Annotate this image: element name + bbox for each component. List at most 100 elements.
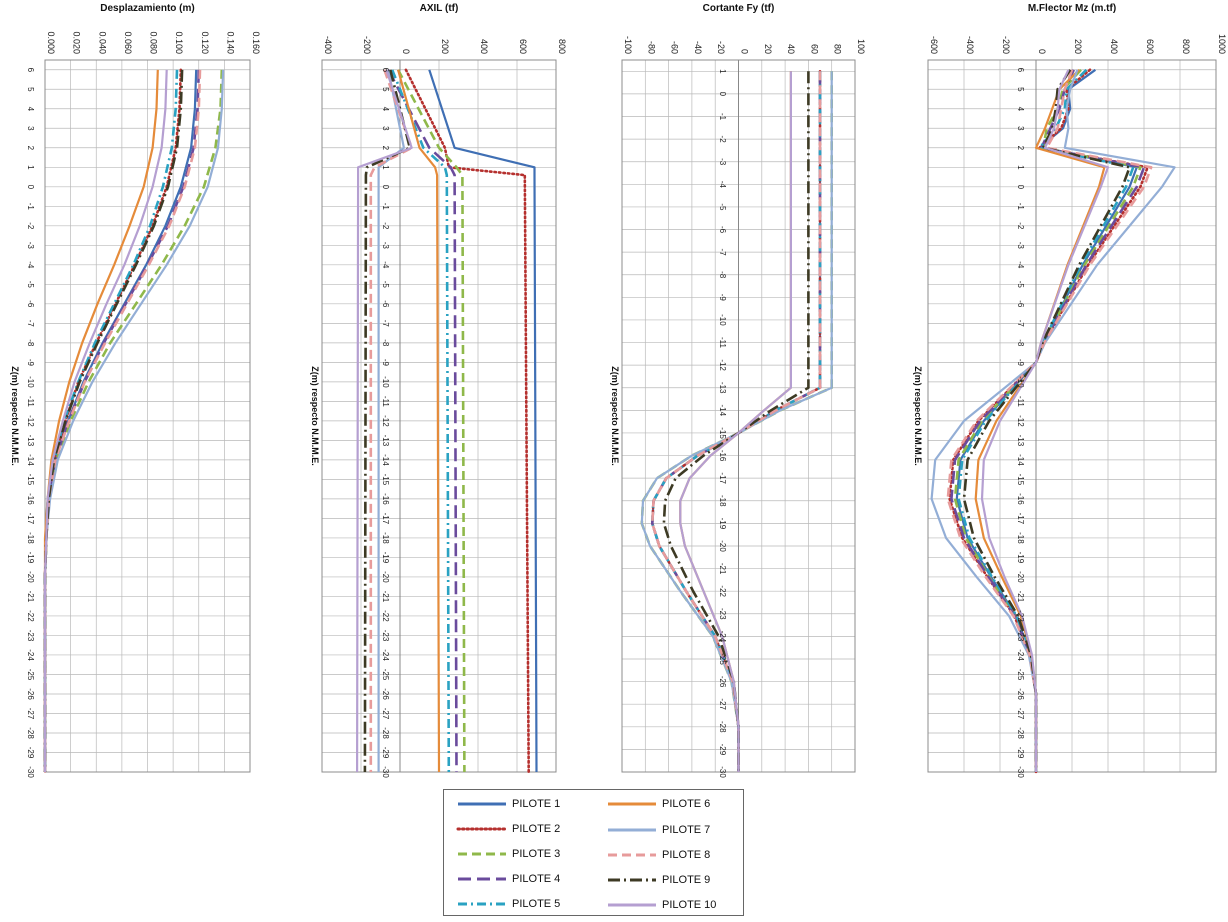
z-tick-label: -2 xyxy=(381,222,390,230)
z-tick-label: 3 xyxy=(1016,126,1025,131)
z-tick-label: -21 xyxy=(1016,591,1025,603)
legend-swatch xyxy=(606,799,658,809)
z-tick-label: -29 xyxy=(718,744,727,756)
chart-3: -100 -80 -60 -40 -20 0 20 40 60 80 100Cortante Fy … xyxy=(610,3,866,778)
x-tick-label: 0.120 xyxy=(200,31,210,54)
legend-label: PILOTE 1 xyxy=(512,798,560,810)
z-tick-label: -3 xyxy=(381,242,390,250)
x-tick-label: 0 xyxy=(1037,49,1047,54)
x-tick-label: 200 xyxy=(440,39,450,54)
x-tick-label: -200 xyxy=(362,36,372,54)
z-tick-label: 6 xyxy=(381,68,390,73)
legend-swatch xyxy=(456,849,508,859)
z-tick-label: -11 xyxy=(26,396,35,408)
z-tick-label: -15 xyxy=(381,474,390,486)
z-tick-label: -18 xyxy=(718,495,727,507)
legend: PILOTE 1 PILOTE 2 PILOTE 3 PILOTE 4 PILOTE 5… xyxy=(443,789,744,916)
z-tick-label: -7 xyxy=(26,320,35,328)
z-tick-label: -23 xyxy=(718,608,727,620)
z-axis-label: Z(m) respecto N.M.M.E. xyxy=(610,366,620,466)
x-tick-label: 0.020 xyxy=(72,31,82,54)
z-tick-label: -18 xyxy=(26,532,35,544)
z-axis-label: Z(m) respecto N.M.M.E. xyxy=(10,366,20,466)
z-tick-label: -7 xyxy=(381,320,390,328)
z-tick-label: -5 xyxy=(718,203,727,211)
z-tick-label: -18 xyxy=(1016,532,1025,544)
z-tick-label: -13 xyxy=(1016,435,1025,447)
x-tick-label: 600 xyxy=(518,39,528,54)
z-tick-label: -28 xyxy=(1016,727,1025,739)
z-tick-label: -29 xyxy=(381,747,390,759)
z-tick-label: -22 xyxy=(26,610,35,622)
z-tick-label: -5 xyxy=(26,281,35,289)
x-tick-label: -100 xyxy=(623,36,633,54)
z-tick-label: -23 xyxy=(381,630,390,642)
z-tick-label: -12 xyxy=(718,359,727,371)
z-tick-label: -30 xyxy=(1016,766,1025,778)
z-tick-label: -6 xyxy=(1016,300,1025,308)
z-tick-label: -28 xyxy=(26,727,35,739)
chart-title: AXIL (tf) xyxy=(420,3,459,14)
z-tick-label: -11 xyxy=(718,337,727,349)
z-tick-label: -14 xyxy=(381,454,390,466)
x-tick-label: -60 xyxy=(670,41,680,54)
z-tick-label: -26 xyxy=(718,676,727,688)
x-tick-label: -400 xyxy=(965,36,975,54)
z-tick-label: -3 xyxy=(1016,242,1025,250)
z-tick-label: -19 xyxy=(1016,552,1025,564)
legend-swatch xyxy=(606,850,658,860)
z-tick-label: 2 xyxy=(1016,146,1025,151)
z-tick-label: 6 xyxy=(1016,68,1025,73)
x-tick-label: 0.140 xyxy=(225,31,235,54)
z-tick-label: -19 xyxy=(718,518,727,530)
legend-item: PILOTE 5 xyxy=(456,896,560,912)
x-tick-label: 0.060 xyxy=(123,31,133,54)
legend-swatch xyxy=(606,825,658,835)
z-tick-label: 3 xyxy=(381,126,390,131)
legend-item: PILOTE 6 xyxy=(606,796,710,812)
z-tick-label: -23 xyxy=(1016,630,1025,642)
legend-swatch xyxy=(456,874,508,884)
z-tick-label: 5 xyxy=(26,87,35,92)
x-tick-label: -40 xyxy=(693,41,703,54)
z-tick-label: -30 xyxy=(381,766,390,778)
series-line xyxy=(642,71,832,772)
z-tick-label: -22 xyxy=(1016,610,1025,622)
z-tick-label: -6 xyxy=(26,300,35,308)
legend-item: PILOTE 8 xyxy=(606,847,710,863)
z-tick-label: -4 xyxy=(1016,261,1025,269)
legend-item: PILOTE 10 xyxy=(606,897,716,913)
legend-label: PILOTE 3 xyxy=(512,848,560,860)
z-tick-label: -30 xyxy=(26,766,35,778)
z-tick-label: -25 xyxy=(26,669,35,681)
z-tick-label: -3 xyxy=(718,158,727,166)
z-tick-label: -20 xyxy=(1016,571,1025,583)
z-tick-label: -17 xyxy=(718,472,727,484)
z-tick-label: -25 xyxy=(381,669,390,681)
z-tick-label: -1 xyxy=(1016,203,1025,211)
z-tick-label: 1 xyxy=(1016,165,1025,170)
legend-label: PILOTE 5 xyxy=(512,898,560,910)
z-tick-label: -8 xyxy=(718,271,727,279)
legend-item: PILOTE 1 xyxy=(456,796,560,812)
z-tick-label: -12 xyxy=(1016,415,1025,427)
x-tick-label: -600 xyxy=(929,36,939,54)
z-tick-label: -14 xyxy=(26,454,35,466)
chart-title: Desplazamiento (m) xyxy=(100,3,194,14)
z-tick-label: -16 xyxy=(718,450,727,462)
z-tick-label: -1 xyxy=(718,113,727,121)
x-tick-label: -400 xyxy=(323,36,333,54)
z-tick-label: -2 xyxy=(1016,222,1025,230)
z-tick-label: -8 xyxy=(381,339,390,347)
series-line xyxy=(652,71,820,772)
legend-item: PILOTE 9 xyxy=(606,872,710,888)
z-tick-label: -16 xyxy=(26,493,35,505)
z-tick-label: -9 xyxy=(381,359,390,367)
z-tick-label: -26 xyxy=(1016,688,1025,700)
z-tick-label: -24 xyxy=(26,649,35,661)
z-tick-label: 4 xyxy=(381,107,390,112)
z-tick-label: -19 xyxy=(26,552,35,564)
z-tick-label: 5 xyxy=(381,87,390,92)
legend-swatch xyxy=(606,900,658,910)
x-tick-label: 40 xyxy=(786,44,796,54)
